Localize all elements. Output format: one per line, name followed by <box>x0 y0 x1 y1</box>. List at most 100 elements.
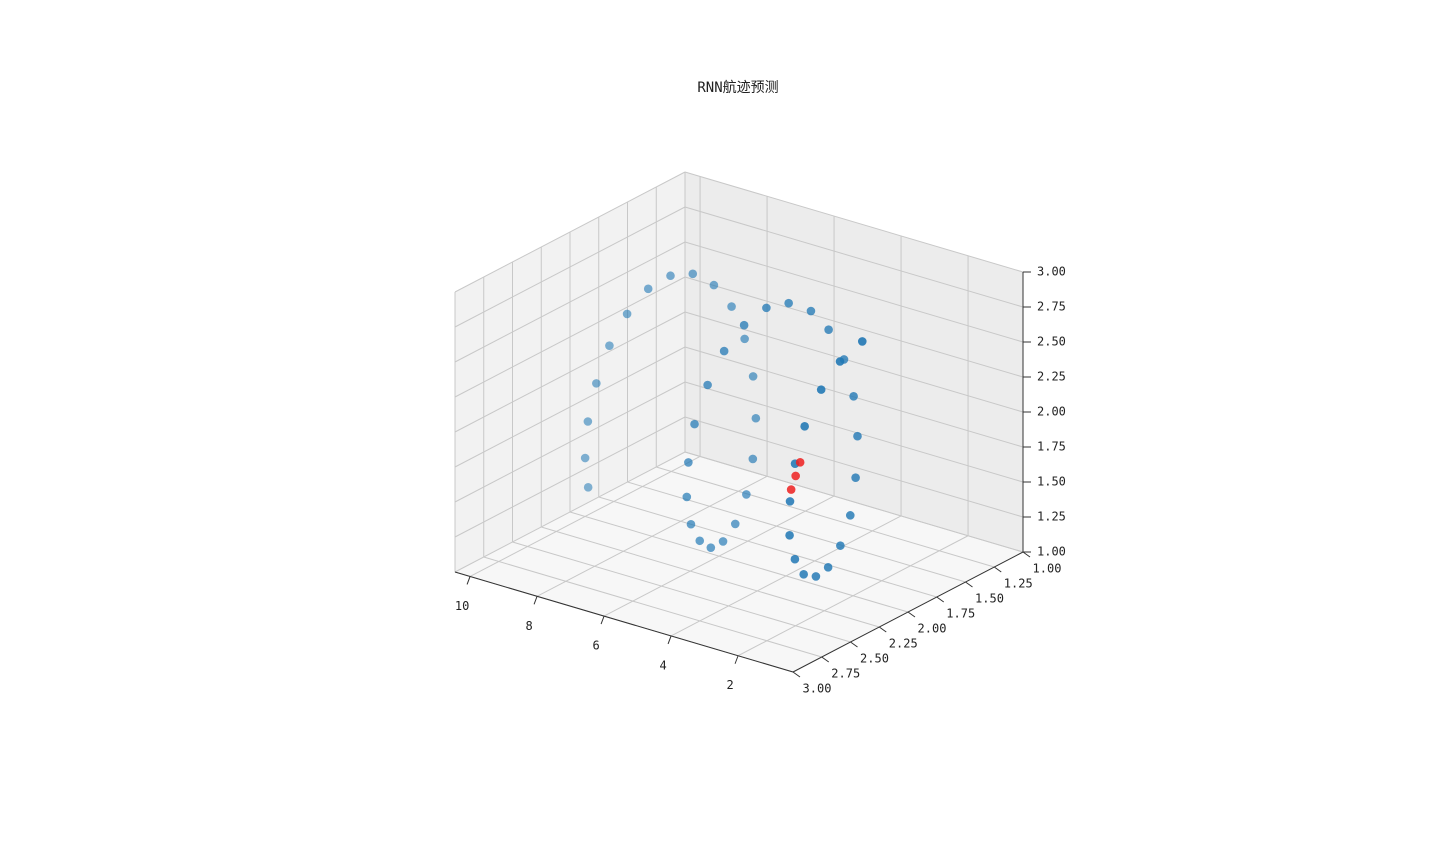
y-tick <box>850 641 858 648</box>
z-tick-label: 3.00 <box>1037 265 1066 279</box>
point <box>748 372 758 381</box>
y-tick-label: 1.50 <box>975 592 1004 606</box>
point <box>718 537 728 546</box>
grid-line <box>684 241 1024 343</box>
grid-line <box>454 276 686 398</box>
grid-line <box>684 451 1024 553</box>
point <box>784 298 793 308</box>
y-tick <box>792 671 801 678</box>
y-tick <box>907 611 916 618</box>
z-tick-label: 1.00 <box>1037 545 1066 559</box>
point <box>690 419 699 429</box>
grid-line <box>454 416 686 538</box>
point <box>592 379 601 388</box>
x-tick <box>533 596 538 605</box>
y-tick-label: 1.00 <box>1033 562 1062 576</box>
y-tick-label: 1.75 <box>946 607 975 621</box>
point <box>800 422 809 431</box>
point <box>835 357 845 366</box>
grid-line <box>684 416 1024 518</box>
z-tick-label: 1.25 <box>1037 510 1066 524</box>
point <box>786 485 796 494</box>
point <box>605 341 614 350</box>
point <box>816 385 826 394</box>
grid-line <box>454 206 686 328</box>
x-tick <box>667 635 672 645</box>
z-tick-label: 2.75 <box>1037 300 1066 314</box>
grid-line <box>569 511 909 613</box>
grid-line <box>684 276 1024 378</box>
point <box>682 492 692 502</box>
point <box>709 280 719 290</box>
point <box>785 530 794 540</box>
point <box>583 483 593 492</box>
y-tick-label: 2.25 <box>889 637 918 651</box>
point <box>853 431 862 441</box>
point <box>836 541 845 550</box>
grid-line <box>684 206 1024 308</box>
grid-line <box>454 381 686 503</box>
point <box>824 325 833 335</box>
point <box>795 458 805 467</box>
point <box>695 536 705 546</box>
point <box>727 302 736 311</box>
point <box>666 271 675 281</box>
point <box>823 563 833 572</box>
y-tick-label: 2.75 <box>831 667 860 681</box>
point <box>857 337 867 346</box>
point <box>845 511 855 520</box>
x-tick-label: 4 <box>659 658 666 672</box>
x-tick <box>734 655 739 664</box>
point <box>583 417 593 426</box>
point <box>748 454 758 464</box>
point <box>806 306 816 316</box>
x-tick <box>466 576 471 585</box>
point <box>790 554 800 564</box>
point <box>742 490 751 499</box>
z-tick-label: 1.75 <box>1037 440 1066 454</box>
point <box>751 413 761 423</box>
point <box>643 284 653 294</box>
grid-line <box>454 171 686 293</box>
point <box>686 519 696 529</box>
point <box>706 543 716 552</box>
point <box>849 391 858 401</box>
grid-line <box>684 171 1024 273</box>
grid-line <box>656 466 995 568</box>
y-tick <box>821 656 830 663</box>
y-tick <box>878 626 887 633</box>
grid-line <box>454 241 686 363</box>
point <box>791 471 800 481</box>
x-tick <box>600 615 605 625</box>
grid-line <box>598 496 937 598</box>
point <box>785 497 795 506</box>
chart-title: RNN航迹预测 <box>697 80 778 96</box>
z-tick-label: 2.25 <box>1037 370 1066 384</box>
x-axis-line <box>454 571 794 673</box>
point <box>703 380 712 390</box>
point <box>719 346 729 356</box>
point <box>688 269 698 279</box>
x-tick-label: 8 <box>525 619 532 633</box>
point <box>580 453 590 463</box>
y-tick-label: 2.00 <box>918 622 947 636</box>
y-tick <box>1022 551 1031 558</box>
grid-line <box>454 451 686 573</box>
y-tick-label: 3.00 <box>803 682 832 696</box>
z-tick-label: 2.50 <box>1037 335 1066 349</box>
grid-line <box>454 346 686 468</box>
x-tick-label: 6 <box>592 639 599 653</box>
grid-line <box>512 541 851 643</box>
grid-line <box>541 526 880 628</box>
y-tick-label: 1.25 <box>1004 577 1033 591</box>
z-tick-label: 2.00 <box>1037 405 1066 419</box>
point <box>739 320 749 330</box>
y-tick <box>965 581 973 588</box>
grid-line <box>684 311 1024 413</box>
point <box>762 303 771 313</box>
point <box>684 458 693 467</box>
y-tick <box>936 596 945 603</box>
grid-line <box>483 556 822 658</box>
